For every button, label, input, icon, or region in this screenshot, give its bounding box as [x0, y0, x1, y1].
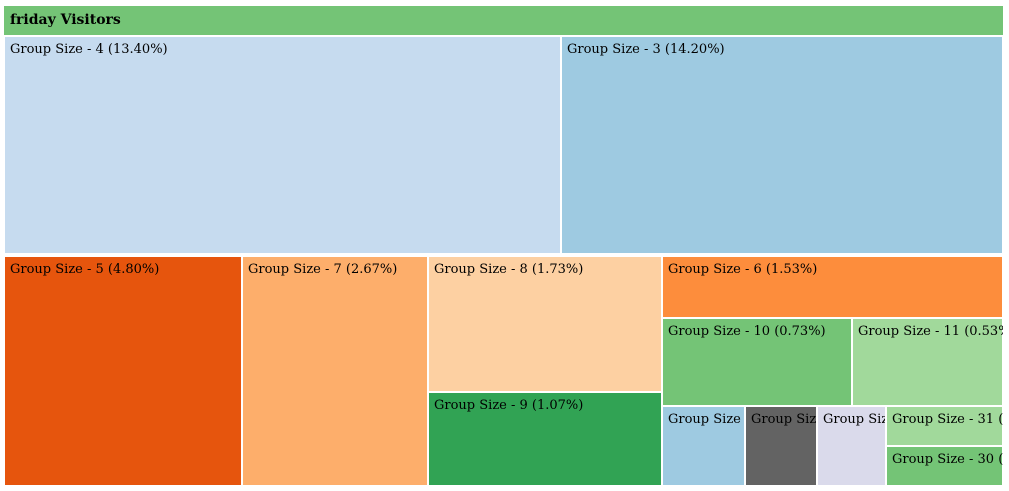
header-background [4, 6, 1003, 35]
treemap-cells: Group Size - 4 (13.40%) Group Size - 3 (1… [3, 35, 1009, 487]
treemap-cell-group-size-3[interactable]: Group Size - 3 (14.20%) [560, 35, 1003, 255]
treemap-label-group-size-30: Group Size - 30 (0.27%) [892, 452, 1009, 467]
treemap-label-group-size-8: Group Size - 8 (1.73%) [434, 262, 583, 277]
treemap-rect-group-size-11[interactable] [851, 317, 1003, 407]
treemap-label-group-size-9: Group Size - 9 (1.07%) [434, 398, 583, 413]
treemap-rect-group-size-4[interactable] [3, 35, 562, 255]
treemap-cell-group-size-5[interactable]: Group Size - 5 (4.80%) [3, 255, 243, 487]
treemap-header: friday Visitors [4, 6, 1003, 35]
treemap-rect-group-size-9[interactable] [427, 391, 663, 487]
treemap-label-group-size-6: Group Size - 6 (1.53%) [668, 262, 817, 277]
treemap-label-group-size-4: Group Size - 4 (13.40%) [10, 42, 168, 57]
treemap-label-group-size-7: Group Size - 7 (2.67%) [248, 262, 397, 277]
treemap-cell-group-size-8[interactable]: Group Size - 8 (1.73%) [427, 255, 663, 393]
treemap-rect-group-size-30[interactable] [885, 445, 1003, 487]
treemap-rect-group-size-10[interactable] [661, 317, 853, 407]
chart-title: friday Visitors [10, 12, 121, 28]
treemap-cell-group-size-9[interactable]: Group Size - 9 (1.07%) [427, 391, 663, 487]
treemap-cell-group-size-31[interactable]: Group Size - 31 (0.27%) [885, 405, 1009, 447]
treemap-cell-group-size-11[interactable]: Group Size - 11 (0.53%) [851, 317, 1009, 407]
treemap-rect-group-size-31[interactable] [885, 405, 1003, 447]
treemap-cell-group-size-4[interactable]: Group Size - 4 (13.40%) [3, 35, 562, 255]
treemap-label-group-size-3: Group Size - 3 (14.20%) [567, 42, 725, 57]
treemap-cell-group-size-10[interactable]: Group Size - 10 (0.73%) [661, 317, 853, 407]
treemap-rect-group-size-5[interactable] [3, 255, 243, 487]
treemap-cell-group-size-30[interactable]: Group Size - 30 (0.27%) [885, 445, 1009, 487]
treemap-label-group-size-11: Group Size - 11 (0.53%) [858, 324, 1009, 339]
treemap-rect-group-size-7[interactable] [241, 255, 429, 487]
treemap-label-group-size-10: Group Size - 10 (0.73%) [668, 324, 826, 339]
treemap-label-group-size-31: Group Size - 31 (0.27%) [892, 412, 1009, 427]
treemap-rect-group-size-8[interactable] [427, 255, 663, 393]
treemap-rect-group-size-3[interactable] [560, 35, 1003, 255]
treemap-cell-group-size-6[interactable]: Group Size - 6 (1.53%) [661, 255, 1003, 319]
treemap-label-group-size-5: Group Size - 5 (4.80%) [10, 262, 159, 277]
treemap-cell-group-size-7[interactable]: Group Size - 7 (2.67%) [241, 255, 429, 487]
